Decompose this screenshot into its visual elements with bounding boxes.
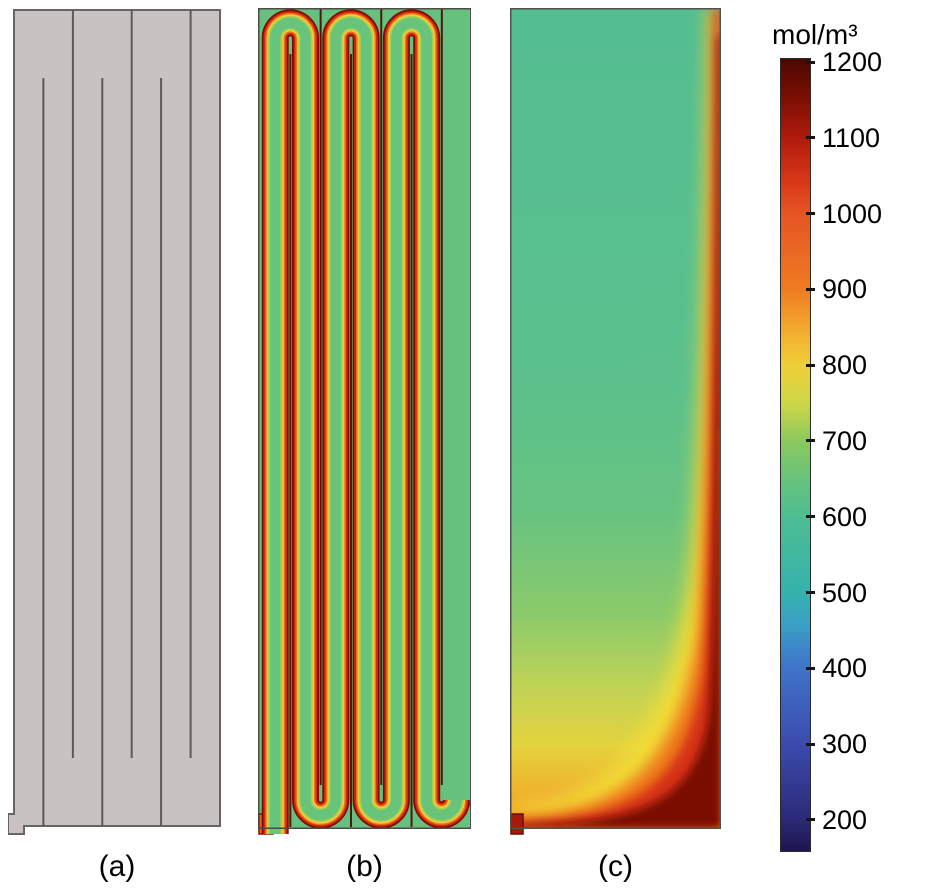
panel-label-c: (c)	[598, 850, 633, 883]
colorbar-tick-label: 500	[822, 577, 868, 608]
colorbar-tick: 500	[806, 577, 916, 608]
boundary-layer-red	[512, 9, 720, 828]
concentration-field	[511, 9, 720, 828]
colorbar-tick: 800	[806, 350, 916, 381]
colorbar-tick: 400	[806, 653, 916, 684]
colorbar-tick-mark	[806, 666, 815, 670]
colorbar-tick-mark	[806, 212, 815, 216]
colorbar-tick-label: 400	[822, 653, 868, 684]
colorbar-tick-mark	[806, 287, 815, 291]
colorbar-tick: 900	[806, 274, 916, 305]
baffle-walls	[289, 9, 443, 827]
domain-border	[510, 8, 721, 829]
colorbar-tick-label: 600	[822, 501, 868, 532]
colorbar-tick-mark	[806, 742, 815, 746]
colorbar-tick: 1200	[806, 47, 916, 77]
colorbar-tick-label: 1000	[822, 198, 883, 229]
inlet-stub	[510, 813, 524, 835]
panel-label-b: (b)	[346, 850, 383, 883]
colorbar-tick-label: 1100	[822, 122, 881, 153]
colorbar-gradient	[780, 58, 811, 852]
colorbar-unit-label: mol/m³	[772, 19, 858, 50]
colorbar-tick: 1100	[806, 122, 916, 153]
baffle-slots	[42, 10, 192, 826]
domain-border	[258, 8, 471, 829]
colorbar-tick: 700	[806, 425, 916, 456]
colorbar-tick: 300	[806, 729, 916, 760]
serpentine-channel-concentration	[275, 23, 456, 834]
colorbar-tick-label: 300	[822, 729, 868, 760]
serpentine-heatmap-svg	[258, 8, 471, 836]
colorbar-tick-mark	[806, 136, 815, 140]
colorbar: 1200 1100 1000 900 800 700 600 500	[806, 49, 916, 833]
colorbar-tick-mark	[806, 60, 815, 64]
colorbar-tick-mark	[806, 515, 815, 519]
panel-a-geometry	[8, 8, 226, 836]
colorbar-tick: 1000	[806, 198, 916, 229]
panel-c-open-channel-heatmap	[510, 8, 721, 836]
colorbar-tick-mark	[806, 591, 815, 595]
colorbar-tick: 200	[806, 804, 916, 835]
colorbar-tick-mark	[806, 363, 815, 367]
colorbar-tick-label: 800	[822, 350, 868, 381]
outlet-pass	[443, 9, 469, 781]
colorbar-tick-mark	[806, 818, 815, 822]
panel-b-serpentine-heatmap	[258, 8, 471, 836]
geometry-plate-svg	[8, 9, 221, 835]
colorbar-tick: 600	[806, 501, 916, 532]
colorbar-tick-label: 200	[822, 804, 868, 835]
colorbar-tick-label: 900	[822, 274, 868, 305]
plate-outline	[8, 9, 221, 835]
colorbar-tick-label: 700	[822, 425, 868, 456]
colorbar-tick-label: 1200	[822, 47, 883, 77]
colorbar-tick-mark	[806, 439, 815, 443]
open-channel-heatmap-svg	[510, 8, 721, 835]
panel-label-a: (a)	[98, 850, 136, 883]
